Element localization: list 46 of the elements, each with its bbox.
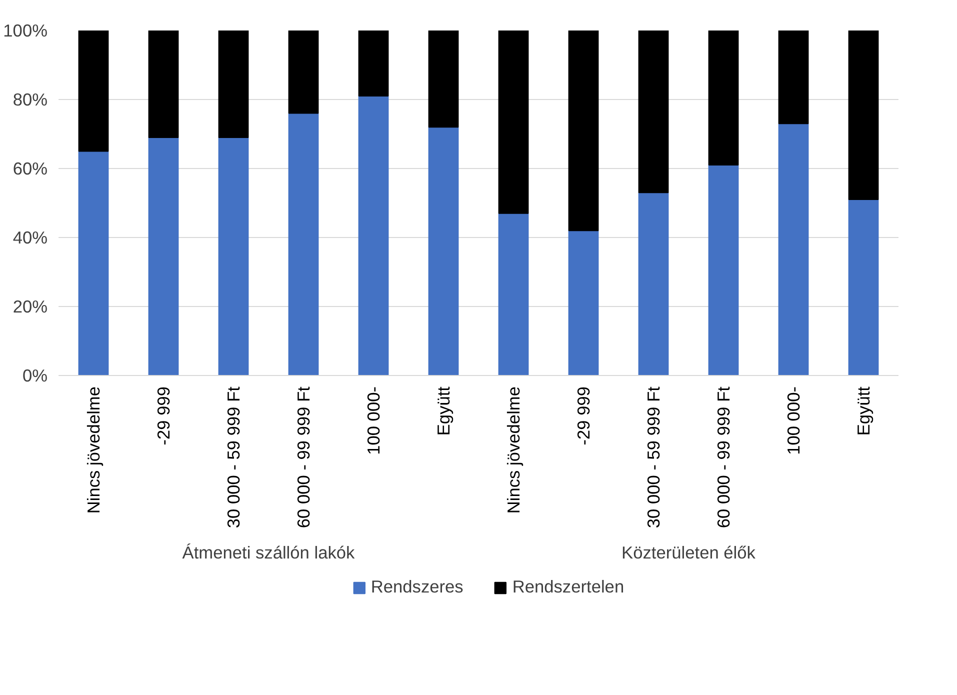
bar [568,230,599,376]
bar [498,30,529,214]
y-tick-label: 40% [12,228,48,248]
bar [148,136,179,376]
bar [358,30,389,97]
bar [358,96,389,376]
bar [218,30,249,138]
legend-label: Rendszeres [370,576,464,598]
bar [498,212,529,376]
bar [148,30,179,138]
bar [428,30,459,128]
bar [218,136,249,376]
x-tick-label: Nincs jövedelme [84,386,104,514]
x-tick-label: 100 000- [364,386,384,455]
bar [778,123,809,376]
bar [848,199,879,376]
bar [638,30,669,194]
x-tick-label: Együtt [854,386,874,436]
x-tick-label: Nincs jövedelme [504,386,524,514]
bar [288,112,319,376]
bar [78,30,109,152]
x-tick-label: 30 000 - 59 999 Ft [644,386,664,528]
bar [428,126,459,376]
y-tick-label: 20% [12,296,48,316]
bar [288,30,319,114]
text: Átmeneti szállón lakók [182,542,356,562]
bar [638,192,669,376]
bar [568,30,599,232]
bar [78,150,109,376]
y-tick-label: 80% [12,90,48,110]
bar [848,30,879,200]
bar [708,30,739,166]
x-tick-label: Együtt [434,386,454,436]
y-tick-label: 0% [22,366,48,386]
text: Közterületen élők [622,542,756,562]
bar [708,164,739,376]
legend-label: Rendszertelen [512,576,624,598]
x-tick-label: -29 999 [574,386,594,446]
y-tick-label: 100% [3,20,48,40]
bar [778,30,809,124]
y-tick-label: 60% [12,158,48,178]
x-tick-label: 100 000- [784,386,804,455]
x-tick-label: 60 000 - 99 999 Ft [294,386,314,528]
x-tick-label: 30 000 - 59 999 Ft [224,386,244,528]
x-tick-label: 60 000 - 99 999 Ft [714,386,734,528]
x-tick-label: -29 999 [154,386,174,446]
